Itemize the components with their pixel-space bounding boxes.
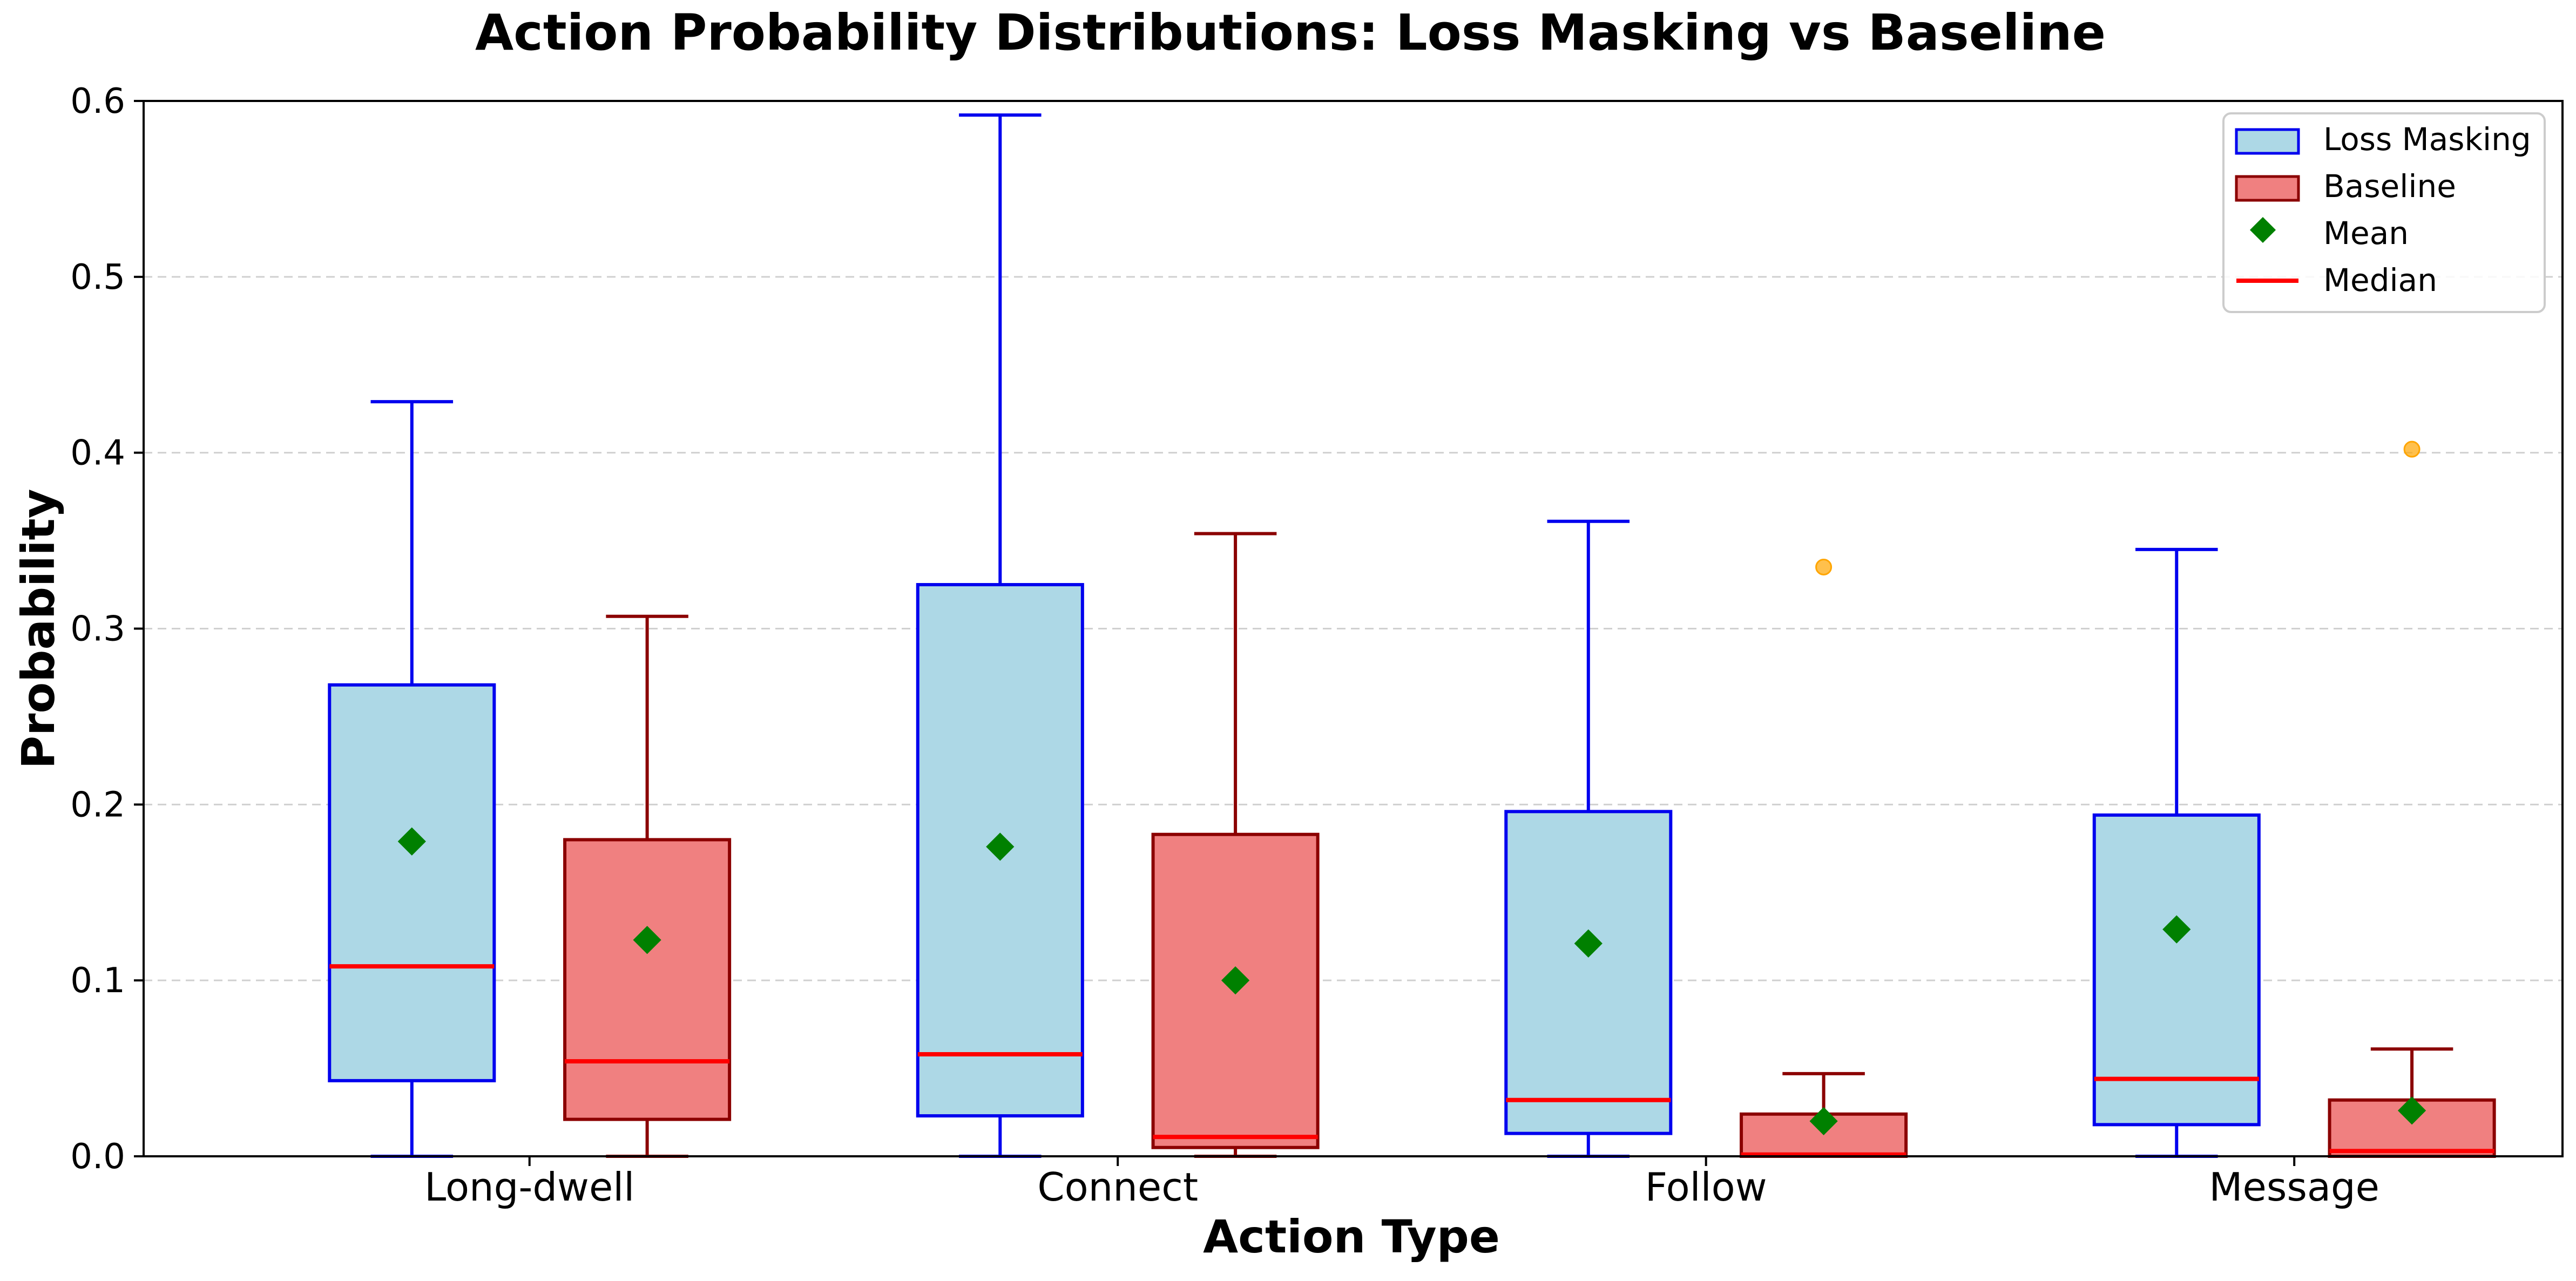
box-baseline-follow <box>1740 558 1908 1158</box>
mean-marker <box>986 832 1015 861</box>
mean-marker <box>1221 966 1250 995</box>
box-baseline-connect <box>1151 532 1320 1158</box>
legend-label-mean: Mean <box>2323 215 2409 252</box>
box-baseline-long-dwell <box>563 614 732 1158</box>
y-tick-label: 0.0 <box>70 1137 125 1177</box>
mean-marker <box>2397 1096 2426 1125</box>
box-body <box>2092 813 2261 1127</box>
mean-marker <box>1809 1107 1838 1135</box>
box-body <box>563 838 732 1121</box>
box-loss-masking-message <box>2092 547 2261 1158</box>
legend-swatch-baseline <box>2235 175 2300 202</box>
box-body <box>328 683 496 1082</box>
box-loss-masking-connect <box>916 113 1084 1158</box>
mean-marker <box>633 926 661 954</box>
mean-marker <box>2162 915 2191 944</box>
y-axis-label: Probability <box>12 489 65 769</box>
box-loss-masking-long-dwell <box>328 400 496 1158</box>
box-loss-masking-follow <box>1504 519 1673 1158</box>
y-tick-label: 0.3 <box>70 609 125 649</box>
legend-swatch-loss-masking <box>2235 128 2300 155</box>
x-axis-label: Action Type <box>1203 1210 1500 1263</box>
x-tick-label-connect: Connect <box>1037 1164 1198 1210</box>
legend-label-median: Median <box>2323 262 2437 299</box>
y-tick-label: 0.4 <box>70 433 125 473</box>
legend-frame <box>2222 112 2546 313</box>
y-tick-label: 0.5 <box>70 257 125 297</box>
legend: Loss Masking Baseline Mean Median <box>2222 112 2546 313</box>
y-tick-label: 0.1 <box>70 961 125 1001</box>
legend-label-loss-masking: Loss Masking <box>2323 121 2531 158</box>
axes: 0.0 0.1 0.2 0.3 0.4 0.5 0.6 Long-dwell Connect Fo… <box>70 82 2379 1210</box>
chart-title: Action Probability Distributions: Loss M… <box>475 4 2106 62</box>
box-series <box>328 113 2496 1158</box>
legend-label-baseline: Baseline <box>2323 168 2456 205</box>
x-tick-label-message: Message <box>2209 1164 2379 1210</box>
y-tick-label: 0.2 <box>70 785 125 825</box>
outlier-point <box>2403 440 2421 458</box>
box-baseline-message <box>2328 440 2496 1158</box>
outlier-point <box>1815 558 1833 575</box>
x-tick-label-follow: Follow <box>1645 1164 1767 1210</box>
y-tick-label: 0.6 <box>70 82 125 121</box>
x-tick-label-long-dwell: Long-dwell <box>424 1164 634 1210</box>
mean-marker <box>397 827 426 856</box>
box-body <box>1504 810 1673 1135</box>
mean-marker <box>1574 929 1603 958</box>
